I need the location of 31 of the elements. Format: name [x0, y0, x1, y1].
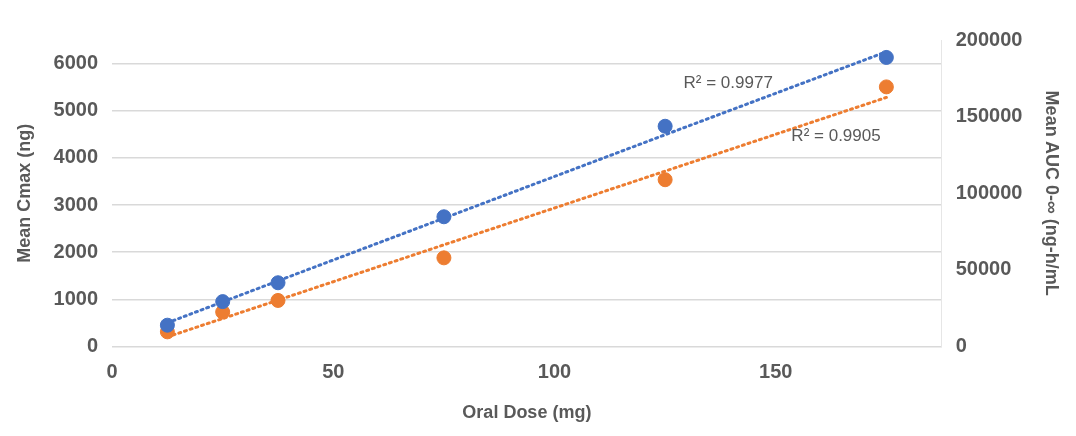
point — [878, 79, 894, 95]
point — [215, 294, 231, 310]
annotation: R² = 0.9977 — [683, 73, 773, 93]
y-tick-label: 1000 — [53, 286, 99, 309]
point — [270, 292, 286, 308]
y-tick-label: 2000 — [53, 239, 99, 262]
x-tick-label: 150 — [759, 359, 793, 382]
y-tick-label: 5000 — [53, 98, 99, 121]
point — [657, 118, 673, 134]
point — [657, 172, 673, 188]
y2-tick-label: 0 — [955, 333, 967, 356]
point — [436, 209, 452, 225]
point — [159, 317, 175, 333]
y-tick-label: 6000 — [53, 51, 99, 74]
y-axis-title: Mean Cmax (ng) — [13, 123, 34, 263]
y2-tick-label: 50000 — [955, 257, 1012, 280]
y-tick-label: 4000 — [53, 145, 99, 168]
point — [270, 275, 286, 291]
annotation: R² = 0.9905 — [791, 125, 881, 145]
point — [878, 49, 894, 65]
y2-tick-label: 200000 — [955, 27, 1023, 50]
point — [436, 250, 452, 266]
y-tick-label: 3000 — [53, 192, 99, 215]
y2-axis-title: Mean AUC 0-∞ (ng-h/mL — [1042, 90, 1063, 296]
x-tick-label: 50 — [322, 359, 345, 382]
x-axis-title: Oral Dose (mg) — [462, 402, 592, 423]
y-tick-label: 0 — [86, 333, 99, 356]
y2-tick-label: 150000 — [955, 104, 1023, 127]
y2-tick-label: 100000 — [955, 180, 1023, 203]
x-tick-label: 100 — [537, 359, 572, 382]
x-tick-label: 0 — [106, 359, 118, 382]
